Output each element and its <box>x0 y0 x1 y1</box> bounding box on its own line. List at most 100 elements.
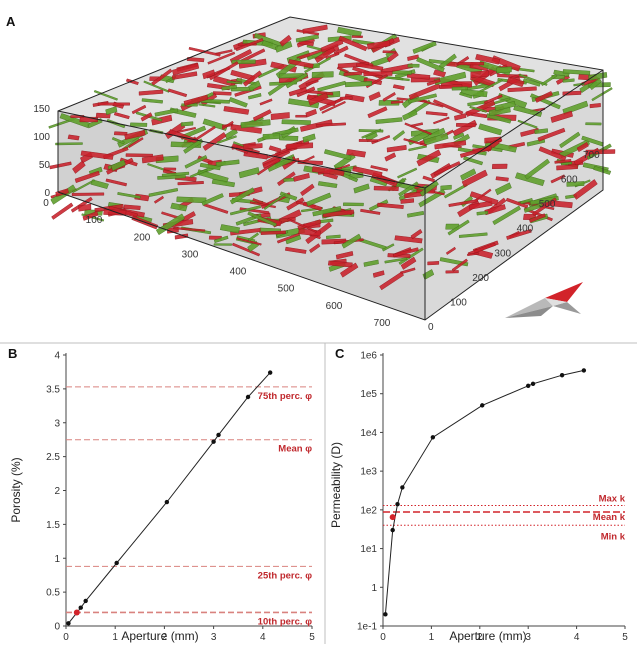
fracture-red <box>209 61 239 81</box>
fracture-red <box>416 149 442 167</box>
fracture-red <box>406 72 431 80</box>
y-axis-ticks: 0 100 200 300 400 500 600 700 <box>428 150 600 333</box>
highlight-point <box>389 514 396 521</box>
panel-b-porosity-chart: B 75th perc. φ Mean φ 25th perc. φ 10th per… <box>8 346 315 643</box>
y-tick-labels: 1e-1 1 1e1 1e2 1e3 1e4 1e5 1e6 <box>357 351 383 633</box>
fracture-green <box>585 122 602 126</box>
fracture-red <box>340 262 359 278</box>
fracture-red <box>322 209 355 218</box>
x-tick-label: 400 <box>230 267 247 278</box>
fracture-red <box>434 140 467 150</box>
fracture-green <box>591 87 613 102</box>
panel-a-label: A <box>6 14 16 29</box>
fracture-red <box>554 158 572 164</box>
z-axis-ticks: 150 100 50 0 <box>33 104 50 199</box>
reference-lines: 75th perc. φ Mean φ 25th perc. φ 10th perc.… <box>66 386 312 627</box>
fracture-red <box>469 191 499 206</box>
fracture-green <box>384 257 408 264</box>
fracture-green <box>463 156 484 166</box>
fracture-red <box>534 91 553 103</box>
fracture-green <box>363 259 379 267</box>
compass-icon <box>505 282 583 318</box>
fracture-red <box>467 252 480 257</box>
fracture-red <box>346 149 366 158</box>
fracture-red <box>407 54 419 61</box>
data-point <box>383 612 388 617</box>
fracture-red <box>491 163 508 170</box>
fracture-green <box>492 205 521 226</box>
fracture-red <box>386 51 399 63</box>
x-tick-label: 1 <box>112 632 118 643</box>
permeability-series <box>383 368 587 617</box>
reference-line-label: Max k <box>599 493 626 504</box>
box-edges <box>57 16 604 321</box>
data-point <box>267 370 273 375</box>
fracture-red <box>433 116 450 125</box>
fracture-green <box>494 182 512 196</box>
porosity-line <box>68 372 271 624</box>
fracture-green <box>398 247 424 265</box>
fracture-red <box>105 178 128 187</box>
fracture-red <box>344 93 365 103</box>
x-tick-label: 1 <box>429 632 435 643</box>
fracture-green <box>408 93 437 104</box>
fracture-green <box>267 156 294 172</box>
panel-b-label: B <box>8 346 17 361</box>
highlight-point <box>73 609 80 616</box>
fracture-green <box>494 100 516 112</box>
fracture-red <box>183 94 209 106</box>
fracture-red <box>461 169 488 188</box>
fracture-green <box>180 121 194 127</box>
y-tick-label: 1e3 <box>360 467 377 478</box>
fracture-red <box>451 258 468 272</box>
fracture-green <box>55 142 83 146</box>
fracture-red <box>380 63 414 74</box>
fracture-red <box>465 100 496 117</box>
fracture-red <box>223 105 250 115</box>
fracture-green <box>342 202 364 207</box>
fracture-green <box>407 210 425 218</box>
fracture-red <box>168 129 199 144</box>
fracture-green <box>392 130 406 141</box>
x-tick-label: 3 <box>211 632 217 643</box>
fracture-red <box>363 71 393 76</box>
fracture-red <box>475 53 501 65</box>
fracture-red <box>379 271 404 291</box>
fracture-green <box>588 77 602 91</box>
y-tick-label: 1 <box>54 554 60 565</box>
fracture-green <box>229 205 261 216</box>
fracture-red <box>556 164 578 171</box>
fracture-red <box>358 139 378 143</box>
fracture-red <box>425 111 448 117</box>
data-point <box>395 501 400 507</box>
fracture-red <box>131 104 147 115</box>
fracture-red <box>386 144 407 153</box>
fracture-red <box>410 229 423 240</box>
fracture-green <box>459 91 473 99</box>
x-tick-label: 0 <box>380 632 386 643</box>
fracture-red <box>252 109 272 122</box>
data-point <box>66 621 71 626</box>
fracture-green <box>72 179 96 193</box>
fracture-red <box>288 87 307 97</box>
reference-line-label: Min k <box>601 531 626 542</box>
fracture-green <box>213 235 229 244</box>
fracture-green <box>161 171 190 177</box>
fracture-green <box>248 80 261 92</box>
y-tick-label: 0.5 <box>46 588 60 599</box>
fracture-green <box>183 138 204 154</box>
fracture-red <box>177 180 204 186</box>
y-tick-label: 2 <box>54 486 60 497</box>
y-tick-label: 2.5 <box>46 452 60 463</box>
data-point <box>114 560 119 566</box>
fracture-red <box>74 170 100 183</box>
fracture-green <box>311 71 334 79</box>
fracture-red <box>236 237 262 246</box>
fracture-red <box>382 92 396 102</box>
fracture-green <box>261 40 279 51</box>
fracture-red <box>573 179 598 200</box>
fracture-red <box>400 256 417 270</box>
fracture-red <box>300 183 315 197</box>
y-tick-label: 1e2 <box>360 505 377 516</box>
